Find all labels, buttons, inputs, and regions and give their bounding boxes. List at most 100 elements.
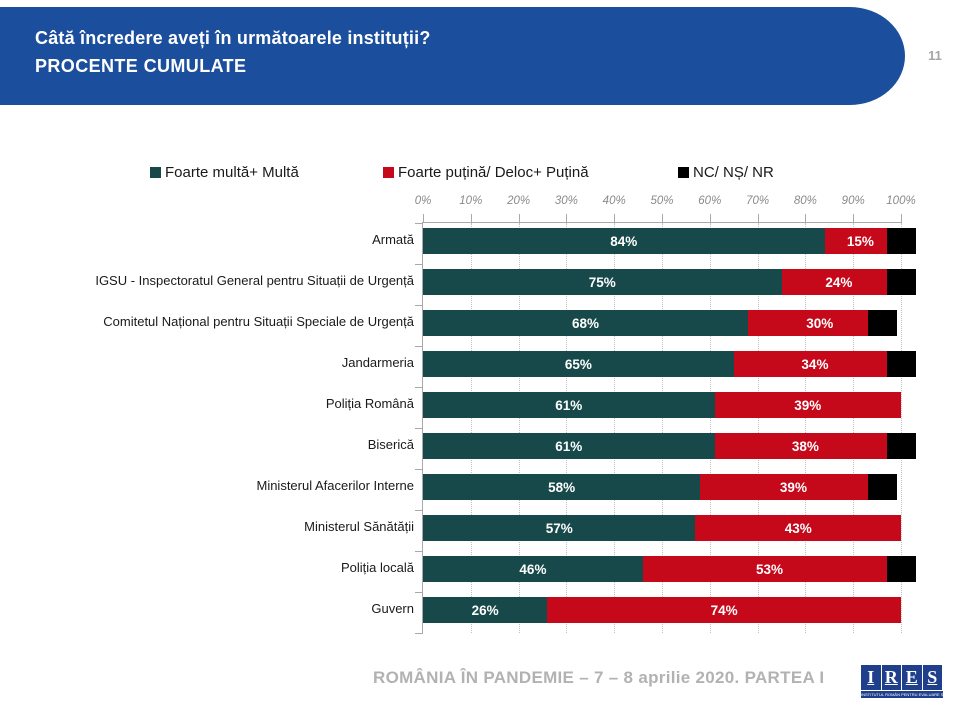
bar-segment-positive: 57%: [423, 515, 696, 541]
bar-segment-negative: 24%: [781, 269, 897, 295]
x-axis-tick: [757, 214, 759, 223]
gridline: [901, 223, 902, 633]
x-axis-tick: [662, 214, 663, 223]
bar-segment-positive: 58%: [423, 474, 701, 500]
bar-segment-nc: 1%: [887, 228, 916, 254]
bar-row: 61% 39%: [423, 392, 901, 418]
x-axis-tick: [709, 214, 711, 223]
bar-row: 26% 74%: [423, 597, 901, 623]
x-axis-label: 30%: [554, 195, 578, 207]
x-axis-tick: [901, 214, 902, 223]
bar-value-label: 1%: [889, 437, 914, 454]
bar-value-label: 1%: [889, 560, 914, 577]
bar-segment-positive: 61%: [423, 392, 715, 418]
bar-row: 75% 24% 1%: [423, 269, 916, 295]
bar-value-label: 61%: [555, 438, 583, 454]
bar-value-label: 65%: [564, 356, 592, 372]
category-label: Jandarmeria: [341, 355, 414, 370]
bar-value-label: 43%: [784, 520, 812, 536]
bar-row: 65% 34% 1%: [423, 351, 916, 377]
legend-label-nc: NC/ NȘ/ NR: [693, 163, 774, 181]
bar-value-label: 34%: [801, 356, 829, 372]
bar-value-label: 39%: [794, 397, 822, 413]
gridline: [614, 223, 616, 633]
legend-marker-nc-icon: [678, 166, 689, 178]
legend-item-nc: NC/ NȘ/ NR: [678, 162, 774, 182]
bar-value-label: 30%: [806, 315, 834, 331]
bar-value-label: 57%: [545, 520, 573, 536]
bar-segment-nc: 1%: [887, 433, 916, 459]
page-number: 11: [928, 48, 942, 63]
legend-label-negative: Foarte puțină/ Deloc+ Puțină: [398, 163, 589, 181]
category-axis-tick: [415, 387, 423, 388]
plot-area: 0% 10% 20% 30% 40% 50% 60% 70% 80% 90% 100% 84% 15% 1…: [415, 195, 916, 634]
bar-value-label: 39%: [779, 479, 807, 495]
category-label: Guvern: [371, 601, 414, 616]
x-axis-label: 70%: [746, 195, 770, 207]
bar-value-label: 24%: [825, 274, 853, 290]
slide-subtitle: PROCENTE CUMULATE: [35, 56, 247, 76]
x-axis-label: 80%: [793, 195, 817, 207]
bar-row: 61% 38% 1%: [423, 433, 916, 459]
bar-row: 84% 15% 1%: [423, 228, 916, 254]
bar-segment-negative: 39%: [700, 474, 887, 500]
category-label: Poliția locală: [341, 560, 414, 575]
category-axis-tick: [415, 469, 423, 470]
bar-value-label: 53%: [756, 561, 784, 577]
gridline: [757, 223, 759, 633]
bar-segment-positive: 46%: [423, 556, 643, 582]
category-axis-tick: [415, 551, 423, 552]
bar-value-label: 84%: [610, 233, 638, 249]
bar-value-label: 68%: [572, 315, 600, 331]
bar-value-label: 2%: [870, 314, 895, 331]
footer-source-text: ROMÂNIA ÎN PANDEMIE – 7 – 8 aprilie 2020…: [373, 668, 825, 687]
x-axis-tick: [566, 214, 568, 223]
gridline: [470, 223, 472, 633]
logo-letter: S: [922, 665, 942, 690]
x-axis-tick: [614, 214, 616, 223]
bar-value-label: 1%: [889, 273, 914, 290]
x-axis-label: 40%: [602, 195, 626, 207]
category-label: Ministerul Sănătății: [304, 519, 414, 534]
category-label: Biserică: [367, 437, 414, 452]
x-axis-tick: [470, 214, 472, 223]
category-axis-tick: [415, 264, 423, 265]
x-axis-tick: [805, 214, 807, 223]
bar-value-label: 1%: [889, 232, 914, 249]
bar-value-label: 3%: [870, 478, 895, 495]
bar-row: 58% 39% 3%: [423, 474, 901, 500]
legend-marker-negative-icon: [383, 166, 394, 178]
gridline: [566, 223, 568, 633]
legend-item-positive: Foarte multă+ Multă: [150, 162, 299, 182]
x-axis-label: 60%: [698, 195, 722, 207]
category-axis-tick: [415, 633, 423, 634]
gridline: [662, 223, 663, 633]
category-axis-tick: [415, 305, 423, 306]
bar-value-label: 38%: [791, 438, 819, 454]
bar-segment-nc: 1%: [887, 351, 916, 377]
category-axis-tick: [415, 428, 423, 429]
bar-segment-positive: 26%: [423, 597, 548, 623]
category-label: Ministerul Afacerilor Interne: [256, 478, 414, 493]
bar-value-label: 1%: [889, 355, 914, 372]
bar-segment-positive: 65%: [423, 351, 734, 377]
x-axis-label: 90%: [841, 195, 865, 207]
bar-value-label: 15%: [846, 233, 874, 249]
bar-segment-positive: 75%: [423, 269, 782, 295]
category-label: IGSU - Inspectoratul General pentru Situ…: [95, 273, 414, 288]
category-axis-tick: [415, 592, 423, 593]
category-label: Comitetul Național pentru Situații Speci…: [103, 314, 414, 329]
bar-segment-negative: 39%: [714, 392, 901, 418]
category-axis-tick: [415, 510, 423, 511]
x-axis-label: 0%: [414, 195, 432, 207]
bar-row: 68% 30% 2%: [423, 310, 901, 336]
logo-letter: R: [881, 665, 901, 690]
x-axis-tick: [853, 214, 855, 223]
bar-segment-negative: 43%: [695, 515, 901, 541]
x-axis-tick: [518, 214, 520, 223]
bar-segment-nc: 1%: [887, 269, 916, 295]
bar-row: 57% 43%: [423, 515, 901, 541]
